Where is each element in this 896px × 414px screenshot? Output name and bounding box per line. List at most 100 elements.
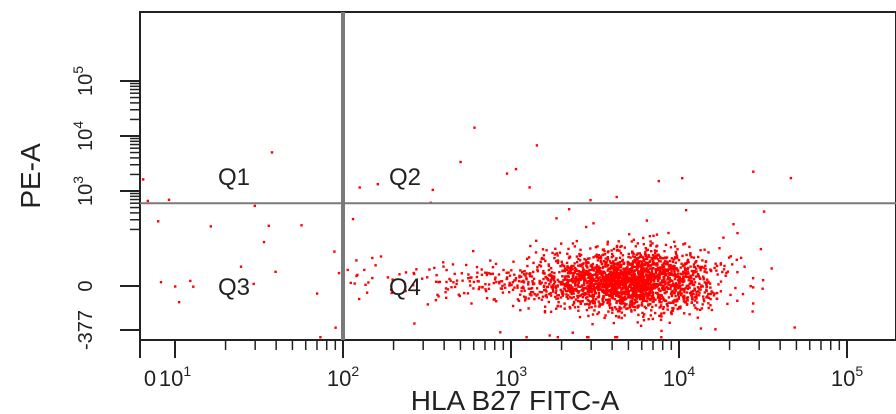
event-point [570,279,573,283]
event-point [749,285,752,288]
event-point [631,269,635,273]
event-point [690,301,694,304]
event-point [484,271,487,274]
event-point [505,271,508,274]
event-point [576,273,579,276]
event-point [551,284,554,287]
event-point [610,276,613,279]
event-point [653,249,657,252]
event-point [663,260,667,263]
event-point [615,293,618,296]
event-point [668,279,672,282]
event-point [687,279,690,282]
event-point [633,265,637,268]
event-point [599,278,603,282]
quadrant-label: Q1 [218,164,250,191]
event-point [659,293,662,297]
event-point [484,288,487,291]
event-point [649,314,652,317]
event-point [596,282,599,286]
event-point [674,257,677,260]
event-point [532,277,536,280]
event-point [583,303,587,306]
event-point [619,301,622,304]
event-point [578,290,581,293]
event-point [625,267,628,270]
event-point [652,296,655,300]
event-point [625,307,628,311]
event-point [613,286,616,289]
event-point [702,275,705,278]
event-point [589,285,593,288]
event-point [596,312,599,316]
event-point [466,292,470,295]
event-point [662,270,665,273]
event-point [668,321,671,324]
event-point [413,272,416,276]
event-point [676,269,680,272]
event-point [721,270,724,274]
event-point [595,275,599,278]
event-point [572,288,575,291]
event-point [640,275,643,279]
event-point [581,269,585,272]
event-point [550,271,554,274]
event-point [562,278,565,282]
event-point [640,304,644,307]
event-point [662,284,665,287]
event-point [662,261,666,265]
event-point [544,288,547,291]
event-point [593,309,596,312]
event-point [561,292,564,296]
event-point [667,301,670,304]
event-point [450,286,453,289]
event-point [493,278,497,281]
event-point [565,295,568,299]
event-point [643,264,646,267]
event-point [523,269,526,273]
event-point [632,295,635,298]
event-point [673,291,676,295]
event-point [729,255,732,258]
event-point [617,299,620,303]
event-point [461,279,464,282]
event-point [662,306,665,309]
event-point [639,324,643,327]
event-point [671,267,674,271]
event-point [606,301,609,305]
event-point [606,278,609,281]
event-point [610,249,613,252]
event-point [695,295,698,298]
event-point [699,288,702,291]
x-tick-label: 105 [831,363,863,391]
event-point [594,287,597,290]
event-point [560,290,563,294]
event-point [627,269,631,272]
event-point [525,276,528,280]
event-point [646,264,649,267]
event-point [621,298,625,301]
event-point [615,257,618,260]
event-point [677,284,680,287]
event-point [636,268,639,272]
event-point [680,293,683,297]
event-point [593,302,596,305]
event-point [552,282,556,286]
event-point [625,282,628,285]
event-point [622,267,625,270]
event-point [636,242,639,245]
event-point [666,303,669,306]
event-point [586,289,590,292]
event-point [611,279,614,282]
event-point [538,279,541,283]
event-point [719,263,722,266]
event-point [610,267,614,270]
event-point [570,292,573,296]
event-point [585,292,588,296]
event-point [391,278,394,281]
event-point [612,279,616,283]
event-point [624,284,627,287]
event-point [463,291,466,295]
event-point [547,274,550,277]
event-point [527,256,531,259]
